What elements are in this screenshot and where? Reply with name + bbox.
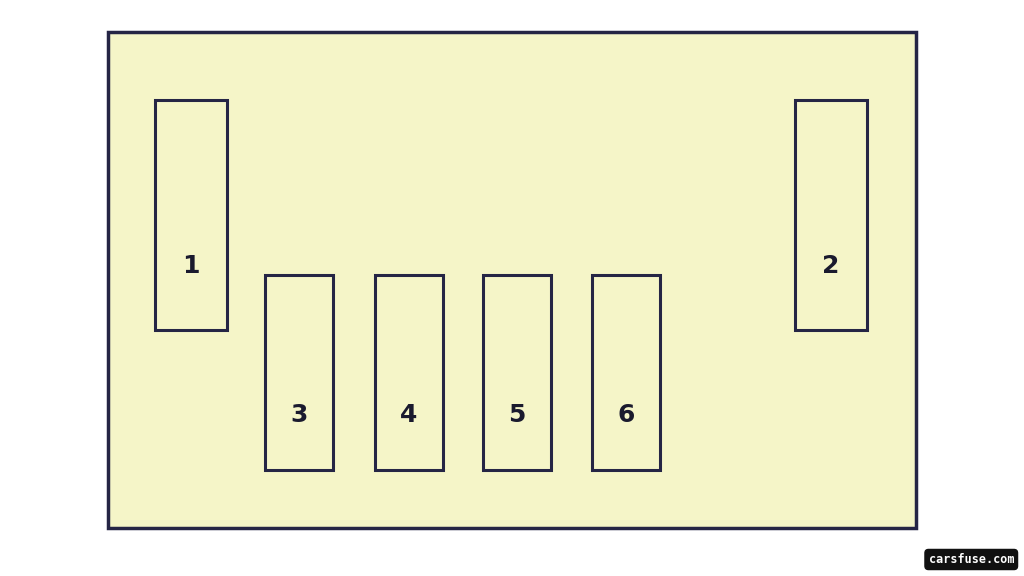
Bar xyxy=(483,275,551,470)
Bar xyxy=(265,275,333,470)
Bar xyxy=(795,100,867,330)
Bar xyxy=(155,100,227,330)
Bar xyxy=(108,32,916,528)
Text: 2: 2 xyxy=(822,253,840,278)
Bar xyxy=(375,275,443,470)
Text: 3: 3 xyxy=(291,403,307,427)
Bar xyxy=(592,275,660,470)
Text: 4: 4 xyxy=(400,403,418,427)
Text: 5: 5 xyxy=(508,403,525,427)
Text: 6: 6 xyxy=(617,403,635,427)
Text: 1: 1 xyxy=(182,253,200,278)
Text: carsfuse.com: carsfuse.com xyxy=(929,553,1014,566)
